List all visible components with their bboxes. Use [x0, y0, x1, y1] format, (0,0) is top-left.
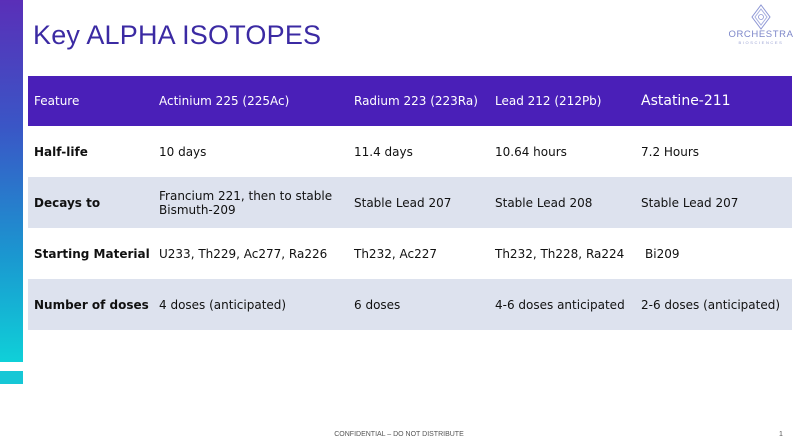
slide-title: Key ALPHA ISOTOPES [33, 20, 322, 50]
table-cell: U233, Th229, Ac277, Ra226 [153, 228, 348, 279]
header-lead: Lead 212 (212Pb) [489, 76, 635, 126]
company-logo: ORCHESTRA BIOSCIENCES [726, 4, 796, 52]
table-cell: 10.64 hours [489, 126, 635, 177]
logo-mark-icon [751, 4, 771, 30]
header-radium: Radium 223 (223Ra) [348, 76, 489, 126]
table-cell: 4-6 doses anticipated [489, 279, 635, 330]
logo-tagline: BIOSCIENCES [738, 40, 784, 45]
page-number: 1 [779, 431, 783, 438]
row-label: Number of doses [28, 279, 153, 330]
table-cell: Stable Lead 207 [635, 177, 792, 228]
table-row: Number of doses 4 doses (anticipated) 6 … [28, 279, 792, 330]
table-cell: Th232, Ac227 [348, 228, 489, 279]
table-cell: 4 doses (anticipated) [153, 279, 348, 330]
table-cell: 10 days [153, 126, 348, 177]
side-accent-tab [0, 371, 23, 384]
row-label: Starting Material [28, 228, 153, 279]
table-row: Half-life 10 days 11.4 days 10.64 hours … [28, 126, 792, 177]
table-cell: 2-6 doses (anticipated) [635, 279, 792, 330]
header-astatine: Astatine-211 [635, 76, 792, 126]
table-row: Decays to Francium 221, then to stable B… [28, 177, 792, 228]
confidential-footer: CONFIDENTIAL – DO NOT DISTRIBUTE [334, 431, 464, 438]
table-cell: Stable Lead 208 [489, 177, 635, 228]
table-cell: 7.2 Hours [635, 126, 792, 177]
table-row: Starting Material U233, Th229, Ac277, Ra… [28, 228, 792, 279]
header-feature: Feature [28, 76, 153, 126]
row-label: Half-life [28, 126, 153, 177]
table-cell: Th232, Th228, Ra224 [489, 228, 635, 279]
table-cell: 11.4 days [348, 126, 489, 177]
row-label: Decays to [28, 177, 153, 228]
table-header-row: Feature Actinium 225 (225Ac) Radium 223 … [28, 76, 792, 126]
table-cell: Bi209 [635, 228, 792, 279]
table-cell: 6 doses [348, 279, 489, 330]
isotope-table: Feature Actinium 225 (225Ac) Radium 223 … [28, 76, 792, 330]
header-actinium: Actinium 225 (225Ac) [153, 76, 348, 126]
logo-name: ORCHESTRA [728, 29, 794, 40]
side-gradient-bar [0, 0, 23, 362]
table-cell: Stable Lead 207 [348, 177, 489, 228]
table-cell: Francium 221, then to stable Bismuth-209 [153, 177, 348, 228]
